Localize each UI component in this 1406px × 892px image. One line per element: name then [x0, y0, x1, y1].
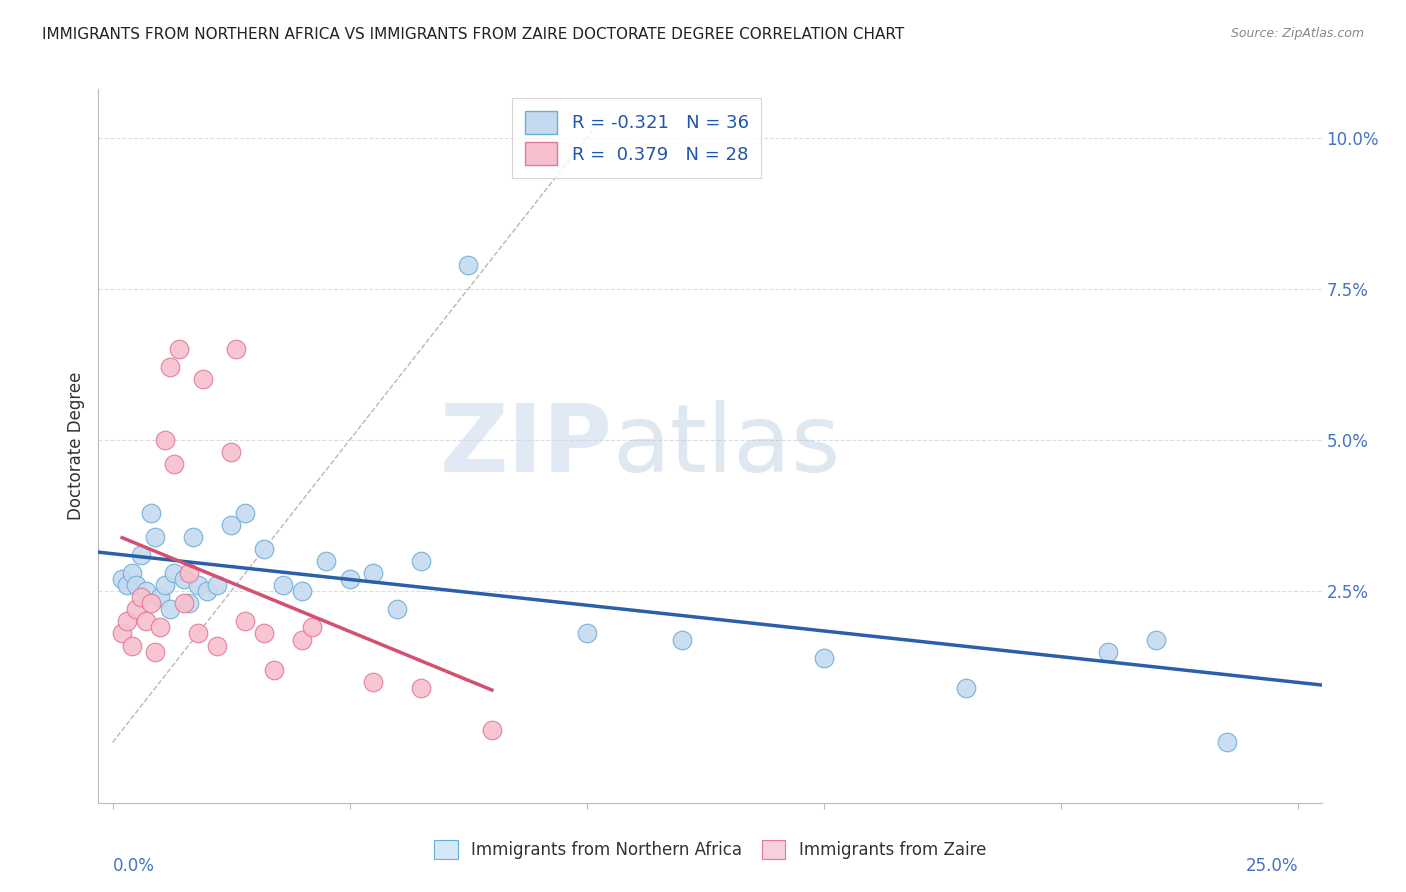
Point: [955, 681, 977, 695]
Point: [163, 457, 186, 471]
Point: [225, 343, 247, 357]
Point: [181, 530, 204, 544]
Point: [153, 578, 176, 592]
Text: ZIP: ZIP: [439, 400, 612, 492]
Point: [457, 258, 479, 272]
Y-axis label: Doctorate Degree: Doctorate Degree: [66, 372, 84, 520]
Point: [163, 566, 186, 580]
Point: [315, 554, 337, 568]
Point: [135, 615, 157, 629]
Point: [129, 548, 152, 562]
Point: [253, 626, 276, 640]
Point: [813, 650, 835, 665]
Point: [575, 626, 598, 640]
Point: [291, 584, 314, 599]
Point: [191, 372, 214, 386]
Point: [149, 620, 172, 634]
Point: [409, 681, 432, 695]
Point: [219, 445, 242, 459]
Point: [149, 590, 172, 604]
Text: IMMIGRANTS FROM NORTHERN AFRICA VS IMMIGRANTS FROM ZAIRE DOCTORATE DEGREE CORREL: IMMIGRANTS FROM NORTHERN AFRICA VS IMMIG…: [42, 27, 904, 42]
Point: [219, 517, 242, 532]
Text: Source: ZipAtlas.com: Source: ZipAtlas.com: [1230, 27, 1364, 40]
Point: [1097, 645, 1119, 659]
Point: [187, 578, 209, 592]
Legend: Immigrants from Northern Africa, Immigrants from Zaire: Immigrants from Northern Africa, Immigra…: [427, 833, 993, 866]
Point: [253, 541, 276, 556]
Point: [111, 626, 134, 640]
Point: [363, 566, 385, 580]
Point: [121, 639, 143, 653]
Point: [125, 602, 148, 616]
Point: [139, 506, 162, 520]
Point: [385, 602, 408, 616]
Point: [205, 639, 228, 653]
Point: [159, 602, 181, 616]
Point: [1216, 735, 1239, 749]
Point: [143, 645, 166, 659]
Text: atlas: atlas: [612, 400, 841, 492]
Point: [273, 578, 295, 592]
Point: [135, 584, 157, 599]
Point: [125, 578, 148, 592]
Point: [173, 596, 195, 610]
Point: [671, 632, 693, 647]
Point: [173, 572, 195, 586]
Point: [115, 578, 138, 592]
Point: [115, 615, 138, 629]
Point: [481, 723, 503, 738]
Point: [197, 584, 219, 599]
Text: 25.0%: 25.0%: [1246, 857, 1298, 875]
Point: [263, 663, 285, 677]
Point: [205, 578, 228, 592]
Point: [363, 674, 385, 689]
Point: [409, 554, 432, 568]
Point: [177, 566, 200, 580]
Point: [111, 572, 134, 586]
Point: [167, 343, 190, 357]
Point: [235, 615, 257, 629]
Point: [129, 590, 152, 604]
Point: [177, 596, 200, 610]
Point: [1144, 632, 1167, 647]
Point: [121, 566, 143, 580]
Text: 0.0%: 0.0%: [112, 857, 155, 875]
Point: [139, 596, 162, 610]
Point: [235, 506, 257, 520]
Point: [159, 360, 181, 375]
Point: [339, 572, 361, 586]
Point: [291, 632, 314, 647]
Point: [143, 530, 166, 544]
Point: [153, 433, 176, 447]
Point: [301, 620, 323, 634]
Point: [187, 626, 209, 640]
